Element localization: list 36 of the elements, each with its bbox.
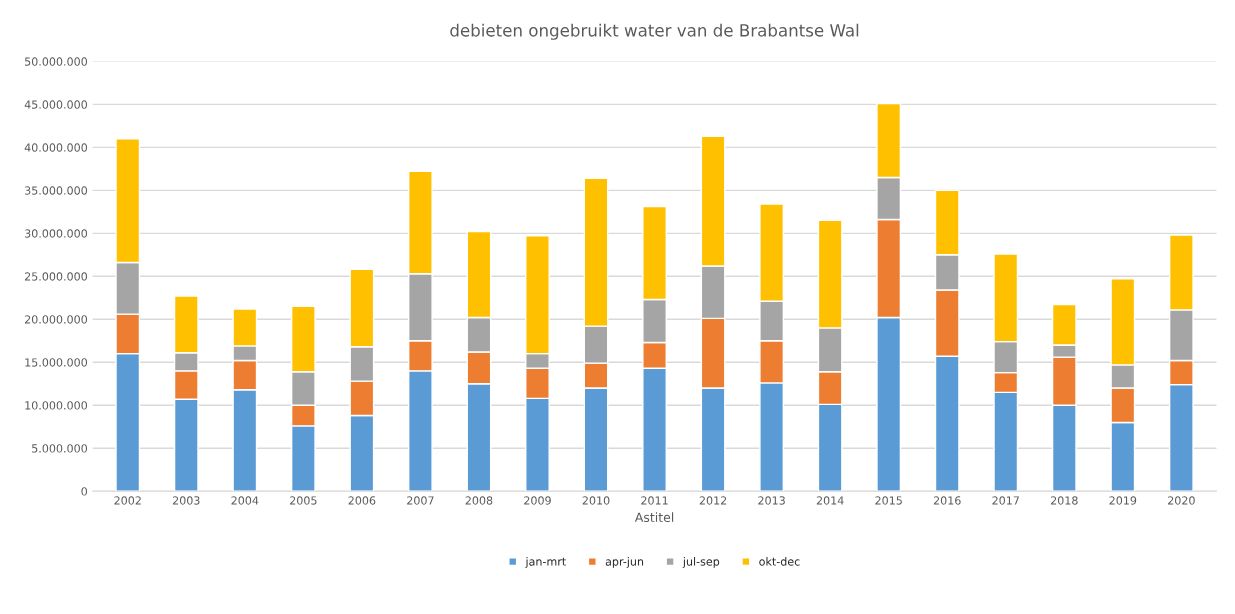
x-tick-label: 2017 — [992, 496, 1019, 505]
y-tick-label: 50.000.000 — [25, 57, 88, 66]
x-tick-label: 2020 — [1168, 496, 1195, 505]
x-tick-label: 2003 — [172, 496, 200, 505]
x-tick-label: 2016 — [933, 496, 961, 505]
legend-label: jan-mrt — [525, 557, 566, 568]
x-tick-label: 2019 — [1109, 496, 1137, 505]
y-tick-label: 35.000.000 — [24, 186, 88, 195]
x-tick-label: 2014 — [816, 496, 844, 505]
x-tick-label: 2002 — [114, 496, 141, 505]
x-tick-label: 2008 — [465, 496, 493, 505]
x-tick-label: 2018 — [1050, 496, 1078, 505]
legend-label: jul-sep — [682, 557, 720, 568]
legend-label: okt-dec — [759, 557, 800, 566]
x-tick-label: 2012 — [699, 496, 727, 505]
y-tick-label: 30.000.000 — [24, 229, 88, 238]
x-tick-label: 2006 — [348, 496, 376, 505]
chart-title: debieten ongebruikt water van de Brabantse Wal — [450, 23, 859, 40]
x-tick-label: 2011 — [641, 496, 668, 505]
x-tick-label: 2005 — [290, 496, 317, 505]
x-tick-label: 2007 — [407, 496, 434, 505]
x-tick-label: 2010 — [582, 496, 610, 505]
y-tick-label: 5.000.000 — [32, 444, 88, 453]
x-axis-title: Astitel — [634, 512, 674, 523]
x-tick-label: 2009 — [524, 496, 551, 505]
x-tick-label: 2015 — [875, 496, 902, 505]
y-tick-label: 10.000.000 — [25, 401, 88, 410]
y-tick-label: 15.000.000 — [25, 358, 88, 367]
x-tick-label: 2004 — [231, 496, 259, 505]
x-tick-label: 2013 — [758, 496, 785, 505]
legend-label: apr-jun — [605, 557, 644, 568]
y-tick-label: 40.000.000 — [24, 143, 88, 152]
y-tick-label: 45.000.000 — [24, 100, 88, 109]
y-tick-label: 25.000.000 — [24, 272, 88, 281]
y-tick-label: 20.000.000 — [24, 315, 88, 324]
y-tick-label: 0 — [81, 487, 88, 496]
